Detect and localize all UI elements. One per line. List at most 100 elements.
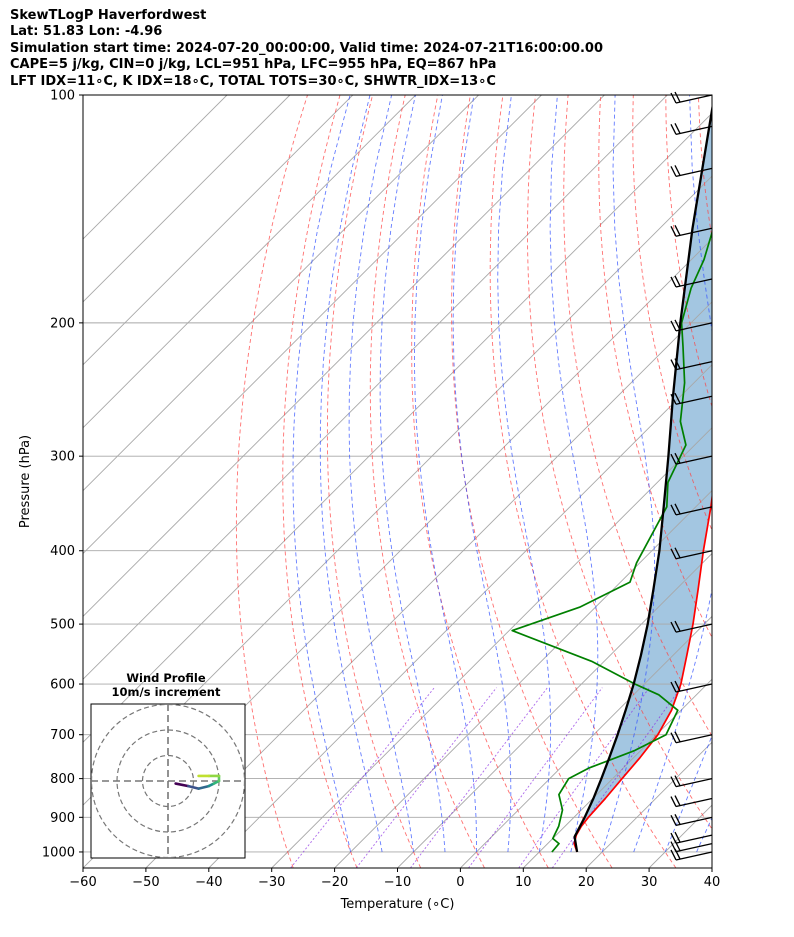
wind-barbs (670, 91, 713, 861)
dry-adiabat (527, 95, 712, 830)
moist-adiabat (664, 734, 712, 853)
indices-line-2: LFT IDX=11∘C, K IDX=18∘C, TOTAL TOTS=30∘… (10, 73, 496, 89)
location-line: Lat: 51.83 Lon: -4.96 (10, 24, 163, 40)
wind-barb (670, 547, 713, 560)
hodograph-subtitle: 10m/s increment (112, 685, 221, 699)
wind-barb (670, 775, 713, 788)
wind-barb (670, 275, 713, 288)
isotherm (208, 364, 712, 868)
wind-barb (670, 165, 713, 177)
hodograph-segment (174, 782, 190, 788)
x-tick-label: 30 (641, 875, 658, 890)
moist-adiabat (601, 95, 656, 853)
parcel-line (573, 103, 712, 853)
y-tick-label: 900 (50, 811, 75, 826)
wind-barb (670, 503, 713, 516)
dry-adiabat (764, 95, 794, 868)
dry-adiabat (632, 95, 712, 532)
dry-adiabat (282, 95, 358, 868)
y-tick-label: 600 (50, 678, 75, 693)
wind-barb (670, 731, 713, 744)
x-tick-label: −20 (321, 875, 348, 890)
dry-adiabat (411, 95, 549, 868)
isotherm (83, 112, 712, 743)
isotherm (397, 552, 712, 868)
moist-adiabat (379, 95, 446, 853)
wind-barb (670, 848, 713, 861)
moist-adiabat (452, 95, 512, 853)
isotherm (460, 615, 712, 868)
wind-barb (670, 91, 713, 104)
mixing-ratio-line (468, 687, 603, 868)
isotherm (711, 867, 712, 868)
mixing-ratio-line (290, 687, 435, 868)
moist-adiabat (633, 95, 712, 853)
x-tick-label: −50 (132, 875, 159, 890)
hodograph-segment (187, 784, 200, 790)
y-tick-label: 100 (50, 89, 75, 104)
wind-barb (670, 358, 713, 371)
isotherm (83, 95, 228, 240)
hodograph-title: Wind Profile (126, 671, 206, 685)
wind-barb (670, 225, 713, 237)
dry-adiabat (489, 95, 677, 868)
wind-barb (670, 123, 713, 135)
moist-adiabat (728, 95, 794, 852)
isotherm (145, 301, 712, 868)
y-tick-label: 1000 (42, 845, 75, 860)
x-tick-label: −10 (384, 875, 411, 890)
dewpoint-line (511, 229, 712, 853)
dry-adiabat (326, 95, 422, 868)
wind-barb (670, 680, 713, 693)
moist-adiabat (348, 95, 414, 853)
mixing-ratio-line (355, 687, 497, 868)
mixing-ratio-line (551, 687, 682, 868)
mixing-ratio-line (410, 687, 548, 868)
chart-title: SkewTLogP Haverfordwest (10, 8, 207, 23)
isotherm (83, 95, 605, 618)
y-axis-label: Pressure (hPa) (18, 435, 33, 528)
wind-barb (670, 452, 713, 465)
isotherm (775, 95, 794, 868)
isotherm (271, 427, 712, 868)
y-tick-label: 200 (50, 316, 75, 331)
wind-barb (670, 392, 713, 405)
isotherm (83, 95, 291, 303)
y-tick-label: 400 (50, 544, 75, 559)
isotherm (83, 95, 668, 680)
chart-header: SkewTLogP Haverfordwest Lat: 51.83 Lon: … (10, 8, 603, 90)
indices-line-1: CAPE=5 j/kg, CIN=0 j/kg, LCL=951 hPa, LF… (10, 57, 497, 73)
hodograph-segment (197, 784, 211, 790)
y-tick-label: 800 (50, 772, 75, 787)
dry-adiabat (598, 95, 712, 639)
moist-adiabat (497, 95, 552, 853)
dry-adiabat (731, 95, 794, 868)
moist-adiabat (549, 95, 599, 853)
time-line: Simulation start time: 2024-07-20_00:00:… (10, 40, 603, 56)
isotherm (522, 678, 712, 868)
x-tick-label: 10 (515, 875, 532, 890)
y-tick-label: 500 (50, 618, 75, 633)
isotherm (83, 95, 354, 366)
x-tick-label: −30 (258, 875, 285, 890)
x-tick-label: 40 (704, 875, 721, 890)
mixing-ratio-line (518, 687, 650, 868)
hodograph-ring (91, 704, 245, 858)
isotherm (83, 95, 417, 429)
wind-barb (670, 795, 713, 808)
moist-adiabat (413, 95, 477, 853)
isotherm (83, 95, 542, 555)
wind-barb (670, 620, 713, 633)
x-tick-label: −40 (195, 875, 222, 890)
y-tick-label: 700 (50, 728, 75, 743)
x-axis-label: Temperature (∘C) (340, 897, 455, 912)
wind-barb (670, 831, 713, 844)
isotherm (334, 489, 712, 868)
x-tick-label: 20 (578, 875, 595, 890)
temperature-line (573, 491, 712, 853)
wind-barb (670, 319, 713, 332)
y-tick-label: 300 (50, 450, 75, 465)
wind-barb (670, 814, 713, 826)
dry-adiabat (697, 95, 712, 241)
